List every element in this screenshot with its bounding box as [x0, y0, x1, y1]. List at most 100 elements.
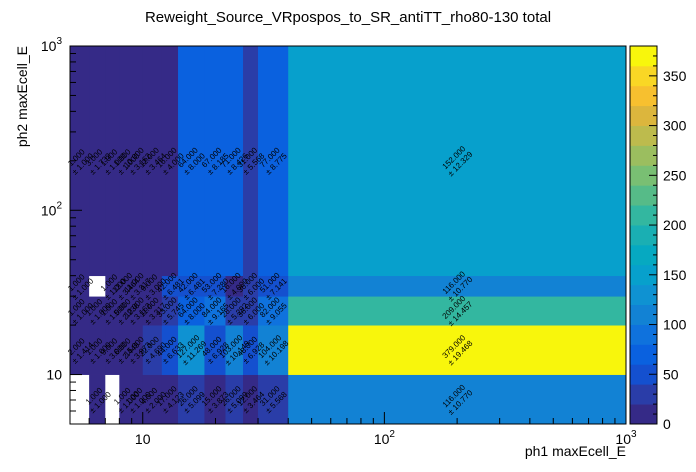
heatmap-cell	[142, 374, 163, 425]
heatmap-cell	[161, 46, 179, 277]
heatmap-cell	[204, 325, 226, 375]
heatmap-cell	[161, 275, 179, 297]
heatmap-cell	[243, 46, 259, 277]
heatmap-cell	[131, 296, 144, 326]
heatmap-cell	[161, 296, 179, 326]
heatmap-cell	[131, 325, 144, 375]
color-bar: 0 50 100 150 200 250 300 350	[629, 45, 687, 432]
heatmap-cell	[70, 296, 90, 326]
heatmap-cell	[258, 374, 289, 425]
heatmap-cell	[178, 296, 205, 326]
heatmap-cell	[288, 325, 627, 375]
heatmap-cell	[243, 275, 259, 297]
heatmap-cell	[70, 275, 90, 297]
heatmap-cell	[225, 46, 244, 277]
z-tick-label: 300	[663, 118, 687, 134]
y-axis-title: ph2 maxEcell_E	[14, 46, 30, 147]
heatmap-cell	[243, 374, 259, 425]
color-bar-segment	[630, 165, 657, 186]
heatmap-cell	[258, 325, 289, 375]
color-bar-segment	[630, 284, 657, 306]
heatmap-cell	[243, 325, 259, 375]
heatmap-cell	[204, 374, 226, 425]
color-bar-segment	[630, 125, 657, 146]
empty-cell	[89, 275, 106, 297]
x-tick-label: 102	[374, 429, 396, 447]
heatmap-cell	[225, 275, 244, 297]
y-tick-label: 10	[46, 367, 62, 383]
heatmap-cell	[225, 296, 244, 326]
z-tick-label: 250	[663, 167, 687, 183]
color-bar-segment	[630, 384, 657, 405]
heatmap-cell	[131, 46, 144, 277]
heatmap-cell	[89, 374, 106, 425]
heatmap-cell	[119, 296, 133, 326]
heatmap-cell	[258, 296, 289, 326]
empty-cell	[70, 374, 90, 425]
heatmap-cells	[70, 46, 627, 425]
heatmap-cell	[119, 374, 133, 425]
color-bar-segment	[630, 65, 657, 87]
heatmap-cell	[178, 374, 205, 425]
z-tick-label: 150	[663, 267, 687, 283]
color-bar-segment	[630, 145, 657, 166]
heatmap-cell	[142, 325, 163, 375]
heatmap-cell	[70, 46, 90, 277]
color-bar-segment	[630, 225, 657, 246]
color-bar-segment	[630, 404, 657, 425]
color-bar-segment	[630, 185, 657, 206]
color-bar-segment	[630, 205, 657, 226]
heatmap-cell	[161, 374, 179, 425]
color-bar-segment	[630, 344, 657, 365]
heatmap-cell	[119, 275, 133, 297]
color-bar-segment	[630, 46, 657, 67]
z-tick-label: 100	[663, 317, 687, 333]
heatmap-cell	[105, 46, 120, 277]
heatmap-cell	[225, 374, 244, 425]
heatmap-cell	[243, 296, 259, 326]
heatmap-cell	[178, 325, 205, 375]
empty-cell	[105, 374, 120, 425]
heatmap-cell	[178, 275, 205, 297]
z-tick-label: 200	[663, 217, 687, 233]
color-bar-segment	[630, 105, 657, 126]
heatmap-cell	[89, 46, 106, 277]
heatmap-cell	[105, 325, 120, 375]
heatmap-cell	[142, 296, 163, 326]
heatmap-cell	[142, 46, 163, 277]
color-bar-segment	[630, 364, 657, 385]
y-tick-label: 103	[41, 36, 63, 54]
heatmap-cell	[105, 296, 120, 326]
heatmap-cell	[288, 296, 627, 326]
heatmap-cell	[89, 296, 106, 326]
heatmap-cell	[105, 275, 120, 297]
chart-title: Reweight_Source_VRpospos_to_SR_antiTT_rh…	[145, 9, 551, 26]
color-bar-segment	[630, 85, 657, 107]
heatmap-cell	[142, 275, 163, 297]
color-bar-segment	[630, 304, 657, 325]
heatmap-cell	[204, 275, 226, 297]
heatmap-cell	[288, 275, 627, 297]
heatmap-cell	[204, 46, 226, 277]
y-tick-label: 102	[41, 200, 63, 218]
heatmap-cell	[204, 296, 226, 326]
heatmap-cell	[178, 46, 205, 277]
plot-frame	[69, 45, 627, 425]
heatmap-cell	[131, 374, 144, 425]
heatmap-cell	[119, 325, 133, 375]
color-bar-segment	[630, 324, 657, 345]
heatmap-cell	[70, 325, 90, 375]
color-bar-segment	[630, 264, 657, 286]
heatmap-cell	[89, 325, 106, 375]
heatmap-cell	[131, 275, 144, 297]
heatmap-cell	[258, 275, 289, 297]
heatmap-cell	[288, 46, 627, 277]
color-bar-segment	[630, 244, 657, 266]
heatmap-cell	[288, 374, 627, 425]
z-tick-label: 350	[663, 68, 687, 84]
x-tick-label: 10	[135, 431, 151, 447]
heatmap-cell	[225, 325, 244, 375]
z-tick-label: 0	[663, 416, 671, 432]
heatmap-cell	[161, 325, 179, 375]
